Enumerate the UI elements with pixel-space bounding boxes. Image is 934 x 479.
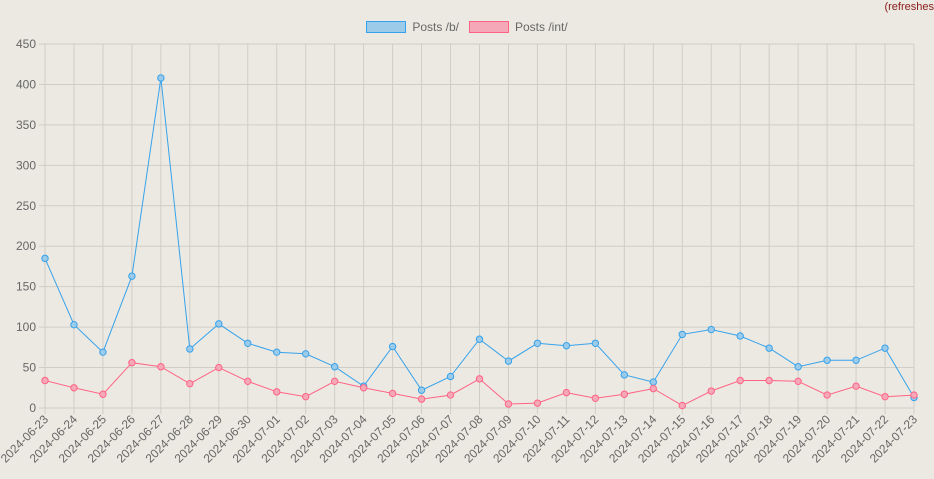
data-point-b [273,348,281,356]
data-point-int [678,401,686,410]
y-tick-label: 350 [16,118,36,132]
data-point-int [794,377,802,386]
data-point-b [881,344,889,352]
data-point-int [330,377,339,386]
legend-item-int[interactable]: Posts /int/ [469,20,568,34]
data-point-int [736,376,744,385]
data-point-int [475,375,484,383]
data-point-int [157,363,165,371]
data-point-b [475,335,484,343]
data-point-b [794,363,802,371]
data-point-int [359,384,368,392]
data-point-int [533,399,542,407]
data-point-b [186,345,194,353]
y-tick-label: 300 [16,158,36,172]
data-point-int [70,384,78,392]
y-tick-label: 250 [16,199,36,213]
data-point-int [186,380,194,388]
data-point-b [99,348,107,356]
data-point-int [881,392,889,401]
refresh-link[interactable]: (refreshes [884,1,934,13]
data-point-b [562,342,571,350]
data-point-int [852,382,860,390]
data-point-b [678,330,686,339]
data-point-b [388,342,397,351]
data-point-b [649,378,657,386]
data-point-int [273,388,281,396]
legend-swatch-b [366,21,407,33]
grid [39,43,915,414]
data-point-int [649,384,657,393]
data-point-b [330,363,339,371]
data-point-b [736,332,744,340]
series-b [41,74,918,402]
data-point-int [504,400,513,408]
legend-label-b: Posts /b/ [412,20,459,34]
data-point-b [620,371,629,379]
data-point-int [765,376,773,385]
data-point-int [388,389,397,398]
y-tick-label: 100 [16,320,36,334]
data-point-int [910,391,918,399]
data-point-b [41,254,49,263]
legend-swatch-int [469,21,509,33]
data-point-b [707,325,715,334]
data-point-int [244,377,252,386]
y-tick-label: 50 [23,361,37,375]
y-tick-label: 450 [16,37,36,51]
data-point-b [128,272,136,280]
chart-legend: Posts /b/ Posts /int/ [0,20,934,34]
data-point-b [157,74,165,82]
data-point-int [302,392,310,401]
data-point-b [504,357,513,365]
y-tick-label: 150 [16,280,36,294]
axes: 0501001502002503003504004502024-06-23202… [0,37,920,466]
data-point-int [562,388,571,397]
legend-label-int: Posts /int/ [515,20,568,34]
y-tick-label: 0 [29,401,36,415]
data-point-b [446,372,455,381]
data-point-int [620,390,629,398]
series [41,74,918,410]
y-tick-label: 200 [16,239,36,253]
y-tick-label: 400 [16,77,36,91]
legend-item-b[interactable]: Posts /b/ [366,20,459,34]
data-point-int [417,395,426,403]
data-point-b [852,356,860,364]
data-point-b [823,356,831,364]
data-point-int [215,363,223,372]
data-point-b [70,320,78,329]
data-point-int [591,394,600,402]
data-point-int [446,391,455,399]
data-point-int [707,387,715,395]
data-point-b [417,386,426,394]
data-point-b [244,339,252,347]
data-point-b [215,320,223,328]
data-point-int [99,390,107,398]
data-point-int [823,391,831,399]
data-point-int [41,376,49,385]
series-int [41,359,918,410]
data-point-b [765,344,773,352]
data-point-int [128,359,136,367]
data-point-b [302,350,310,358]
data-point-b [591,339,600,347]
data-point-b [533,339,542,347]
